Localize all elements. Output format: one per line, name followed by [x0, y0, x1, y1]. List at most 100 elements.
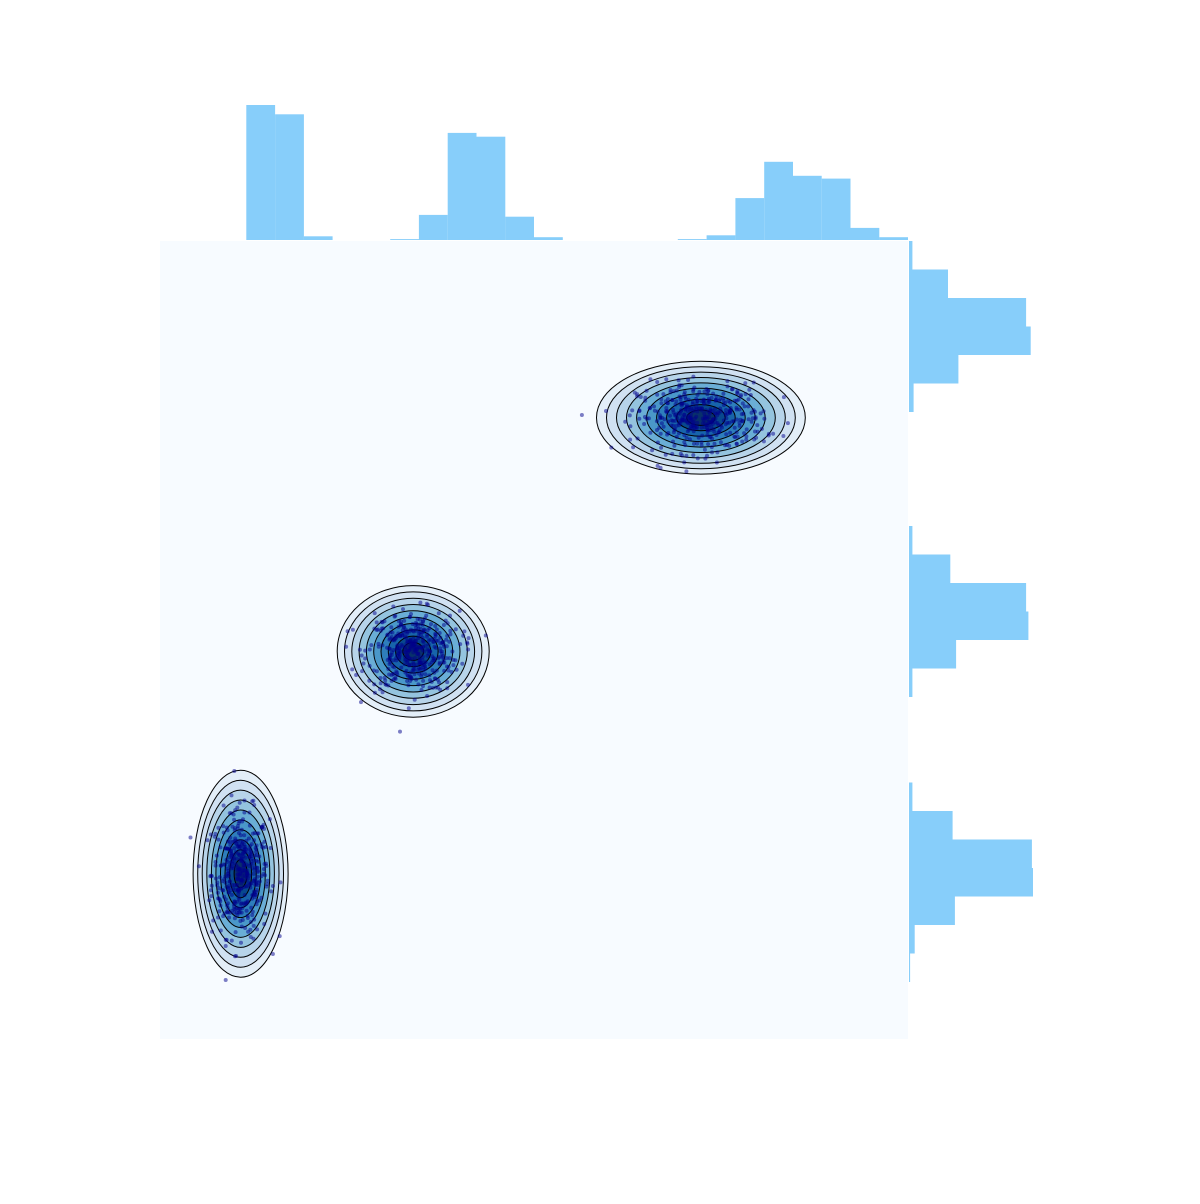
scatter-point — [734, 398, 739, 403]
scatter-point — [344, 644, 349, 649]
scatter-point — [383, 682, 388, 687]
scatter-point — [702, 389, 707, 394]
scatter-point — [399, 665, 404, 670]
scatter-point — [243, 926, 248, 930]
scatter-point — [688, 412, 693, 417]
scatter-point — [350, 667, 355, 672]
scatter-point — [235, 872, 240, 877]
scatter-point — [462, 629, 467, 634]
scatter-point — [682, 440, 687, 445]
scatter-point — [714, 460, 719, 465]
scatter-point — [751, 380, 756, 385]
scatter-point — [425, 694, 430, 698]
scatter-point — [243, 855, 248, 860]
scatter-point — [723, 411, 728, 416]
scatter-point — [219, 863, 223, 868]
scatter-point — [740, 401, 745, 406]
scatter-point — [238, 857, 243, 862]
scatter-point — [694, 405, 699, 409]
scatter-point — [386, 667, 391, 671]
scatter-point — [250, 865, 255, 870]
scatter-point — [217, 909, 222, 914]
marginal-x-bar — [735, 198, 765, 240]
scatter-point — [687, 416, 691, 420]
scatter-point — [404, 668, 409, 673]
scatter-point — [655, 463, 660, 468]
scatter-point — [690, 400, 695, 404]
scatter-point — [229, 892, 234, 897]
scatter-point — [672, 428, 677, 432]
scatter-point — [700, 416, 705, 421]
scatter-point — [448, 632, 453, 637]
scatter-point — [371, 668, 376, 673]
scatter-point — [270, 952, 275, 956]
scatter-point — [269, 889, 274, 894]
scatter-point — [441, 623, 446, 627]
scatter-point — [398, 729, 402, 734]
scatter-point — [749, 410, 754, 415]
scatter-point — [730, 387, 735, 392]
scatter-point — [394, 647, 399, 652]
scatter-point — [218, 903, 223, 908]
scatter-point — [453, 658, 458, 663]
scatter-point — [407, 663, 412, 668]
scatter-point — [237, 897, 242, 902]
marginal-y-bar — [909, 241, 913, 270]
scatter-point — [261, 845, 266, 850]
scatter-point — [259, 842, 264, 847]
scatter-point — [702, 411, 707, 416]
scatter-point — [374, 620, 379, 625]
scatter-point — [781, 395, 786, 400]
scatter-point — [423, 672, 428, 677]
scatter-point — [453, 627, 458, 632]
scatter-point — [761, 439, 766, 444]
scatter-point — [632, 390, 637, 395]
scatter-point — [255, 831, 260, 836]
scatter-point — [682, 392, 687, 397]
scatter-point — [415, 668, 420, 672]
scatter-point — [746, 404, 751, 409]
scatter-point — [663, 452, 668, 457]
scatter-point — [350, 627, 355, 632]
scatter-point — [648, 405, 653, 410]
scatter-point — [713, 398, 718, 403]
scatter-point — [421, 684, 425, 689]
scatter-point — [248, 882, 252, 887]
scatter-point — [399, 642, 404, 647]
scatter-point — [396, 651, 401, 655]
scatter-point — [676, 378, 681, 383]
marginal-y-bar — [909, 811, 953, 840]
scatter-point — [418, 666, 423, 671]
scatter-point — [705, 401, 710, 405]
scatter-point — [642, 422, 647, 426]
scatter-point — [247, 847, 251, 852]
scatter-point — [227, 915, 232, 920]
scatter-point — [404, 657, 409, 662]
scatter-point — [737, 423, 742, 428]
scatter-point — [668, 413, 672, 418]
scatter-point — [684, 453, 689, 458]
scatter-point — [205, 838, 210, 843]
marginal-x-bar — [505, 216, 534, 240]
scatter-point — [706, 396, 711, 401]
scatter-point — [609, 445, 614, 450]
scatter-point — [345, 629, 350, 634]
scatter-point — [708, 428, 713, 432]
scatter-point — [664, 410, 669, 415]
scatter-point — [724, 416, 729, 421]
scatter-point — [747, 387, 752, 392]
scatter-point — [229, 938, 234, 943]
scatter-point — [382, 619, 387, 624]
scatter-point — [708, 407, 713, 412]
scatter-point — [395, 673, 400, 677]
scatter-point — [426, 642, 431, 647]
scatter-point — [251, 923, 256, 928]
scatter-point — [394, 658, 399, 663]
scatter-point — [670, 451, 675, 456]
scatter-point — [250, 909, 255, 914]
scatter-point — [734, 441, 739, 446]
scatter-point — [425, 602, 430, 607]
scatter-point — [749, 419, 754, 424]
scatter-point — [385, 633, 390, 638]
marginal-x-bar — [476, 136, 506, 240]
